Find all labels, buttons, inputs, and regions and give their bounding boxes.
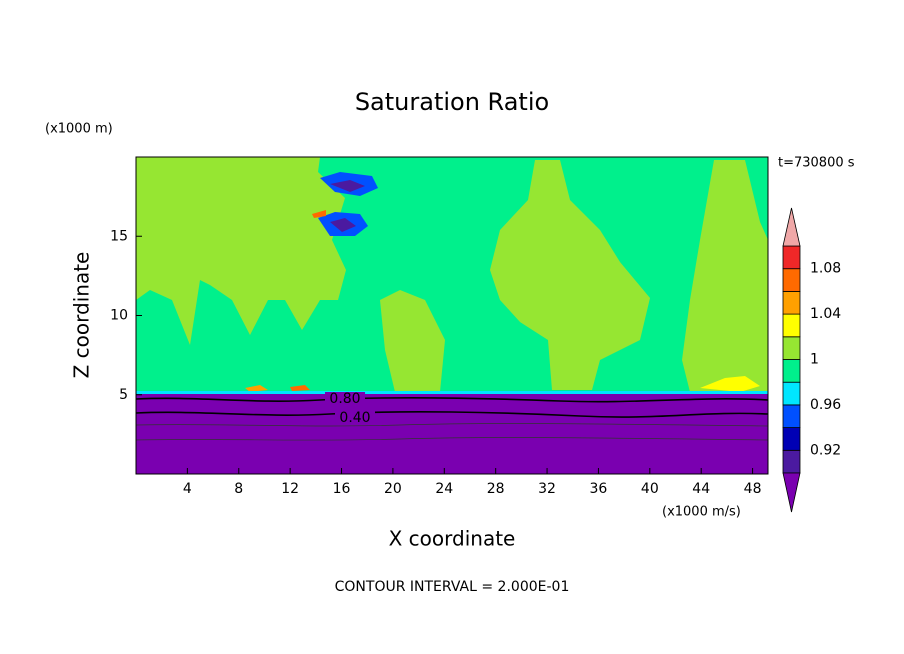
colorbar-tick-label: 1.08 (810, 261, 841, 277)
y-tick-label: 5 (119, 387, 128, 403)
x-tick-label: 8 (234, 481, 243, 497)
y-unit-label: (x1000 m) (45, 122, 113, 137)
colorbar-bin (782, 336, 801, 360)
y-axis-title: Z coordinate (70, 252, 94, 379)
colorbar-tick-label: 1.04 (810, 306, 841, 322)
colorbar-bin (782, 449, 801, 474)
contour-line (135, 411, 769, 418)
field-region (136, 391, 768, 395)
contour-label-bg (335, 411, 375, 425)
x-tick-label: 32 (538, 481, 556, 497)
field-region (330, 218, 356, 232)
contour-field (135, 157, 769, 474)
field-region (682, 160, 768, 392)
contour-line (135, 423, 769, 427)
footer: CONTOUR INTERVAL = 2.000E-01 (335, 579, 570, 595)
x-tick-label: 40 (641, 481, 659, 497)
field-region (700, 376, 760, 392)
chart-title: Saturation Ratio (355, 88, 549, 116)
y-tick-label: 10 (110, 308, 128, 324)
x-tick-label: 12 (281, 481, 299, 497)
field-region (290, 385, 310, 391)
colorbar-tick-label: 0.92 (810, 442, 841, 458)
field-region (312, 210, 326, 218)
field-region (136, 394, 768, 474)
field-region (136, 157, 346, 345)
colorbar-bin (782, 359, 801, 383)
x-tick-label: 20 (384, 481, 402, 497)
x-tick-label: 28 (487, 481, 505, 497)
field-region (245, 385, 268, 392)
x-unit-label: (x1000 m/s) (662, 505, 741, 520)
contour-line (135, 396, 769, 403)
x-axis-title: X coordinate (389, 527, 516, 551)
colorbar-bin (782, 245, 801, 270)
colorbar-over (782, 207, 801, 247)
field-region (330, 180, 365, 192)
contour-label: 0.40 (339, 410, 370, 426)
colorbar-bin (782, 268, 801, 292)
colorbar-tick-label: 0.96 (810, 397, 841, 413)
contour-label: 0.80 (329, 391, 360, 407)
x-tick-label: 4 (183, 481, 192, 497)
colorbar-bin (782, 290, 801, 315)
field-region (490, 160, 650, 390)
colorbar-bin (782, 427, 801, 451)
colorbar-under (782, 472, 801, 513)
contour-label-bg (325, 392, 365, 406)
x-tick-label: 24 (435, 481, 453, 497)
colorbar-tick-label: 1 (810, 352, 819, 368)
time-label: t=730800 s (778, 156, 855, 171)
x-tick-label: 44 (692, 481, 710, 497)
colorbar-bin (782, 381, 801, 406)
x-tick-label: 16 (333, 481, 351, 497)
y-tick-label: 15 (110, 228, 128, 244)
colorbar-bin (782, 313, 801, 338)
colorbar-bin (782, 404, 801, 428)
x-tick-label: 48 (744, 481, 762, 497)
x-tick-label: 36 (590, 481, 608, 497)
field-region (380, 290, 445, 392)
contour-line (135, 437, 769, 441)
